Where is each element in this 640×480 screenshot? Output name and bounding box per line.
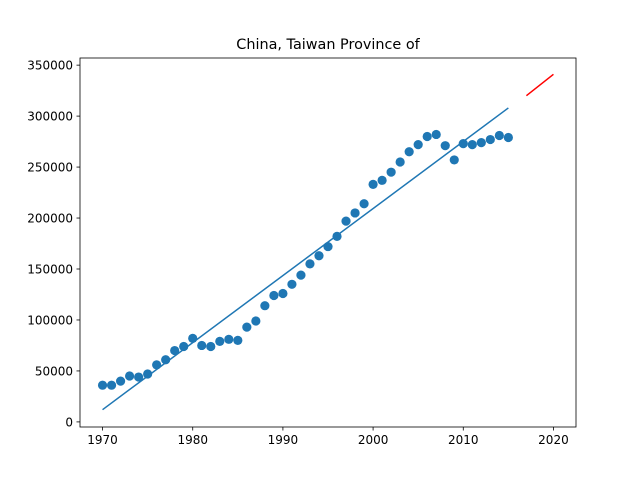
data-point	[458, 139, 468, 149]
data-point	[314, 251, 324, 261]
data-point	[125, 371, 135, 381]
data-point	[467, 140, 477, 150]
y-tick-label: 150000	[27, 263, 73, 277]
x-tick-label: 1970	[87, 433, 118, 447]
plot-area	[97, 73, 554, 411]
data-point	[224, 334, 234, 344]
data-point	[161, 355, 171, 365]
data-point	[260, 301, 270, 311]
y-tick-label: 250000	[27, 161, 73, 175]
axes-frame	[79, 57, 577, 428]
y-tick-label: 50000	[35, 364, 73, 378]
data-point	[368, 179, 378, 189]
x-tick-label: 1980	[177, 433, 208, 447]
data-point	[422, 131, 432, 142]
data-point	[476, 138, 486, 148]
forecast-line	[525, 73, 554, 97]
data-point	[242, 322, 252, 332]
data-point	[152, 360, 162, 370]
data-point	[359, 199, 369, 209]
y-tick-label: 200000	[27, 212, 73, 226]
data-point	[97, 380, 108, 390]
x-tick-label: 1990	[268, 433, 299, 447]
data-point	[197, 340, 207, 351]
data-point	[296, 270, 306, 280]
data-point	[323, 241, 333, 252]
data-point	[170, 345, 180, 356]
trend-line	[102, 107, 509, 411]
x-tick-label: 2010	[448, 433, 479, 447]
y-tick-label: 0	[65, 415, 73, 429]
data-point	[233, 335, 243, 345]
series-group	[97, 73, 554, 411]
data-point	[215, 336, 225, 346]
data-point	[494, 130, 504, 141]
y-tick-label: 350000	[27, 59, 73, 73]
data-point	[413, 140, 423, 150]
data-point	[404, 147, 414, 157]
data-point	[431, 129, 441, 140]
data-point	[350, 208, 360, 218]
data-point	[386, 167, 396, 177]
data-point	[278, 288, 288, 299]
data-point	[134, 372, 144, 382]
data-point	[269, 290, 279, 301]
data-point	[305, 259, 315, 269]
data-point	[440, 141, 450, 151]
y-tick-label: 100000	[27, 313, 73, 327]
data-point	[287, 279, 297, 289]
y-tick-label: 300000	[27, 110, 73, 124]
data-point	[206, 341, 216, 352]
data-point	[179, 341, 189, 352]
chart-title: China, Taiwan Province of	[236, 37, 420, 53]
data-point	[449, 155, 459, 165]
data-point	[485, 134, 495, 145]
data-point	[341, 216, 351, 226]
data-point	[377, 175, 387, 185]
data-point	[143, 369, 153, 379]
axes: 1970 1980 1990 2000 2010 2020 0 50000 100000 1500…	[27, 57, 577, 447]
x-tick-label: 2020	[538, 433, 569, 447]
data-point	[188, 333, 198, 343]
x-tick-label: 2000	[358, 433, 389, 447]
data-point	[395, 157, 405, 167]
data-point	[106, 380, 117, 390]
data-point	[251, 316, 261, 326]
data-point	[503, 132, 513, 143]
data-point	[115, 376, 126, 386]
